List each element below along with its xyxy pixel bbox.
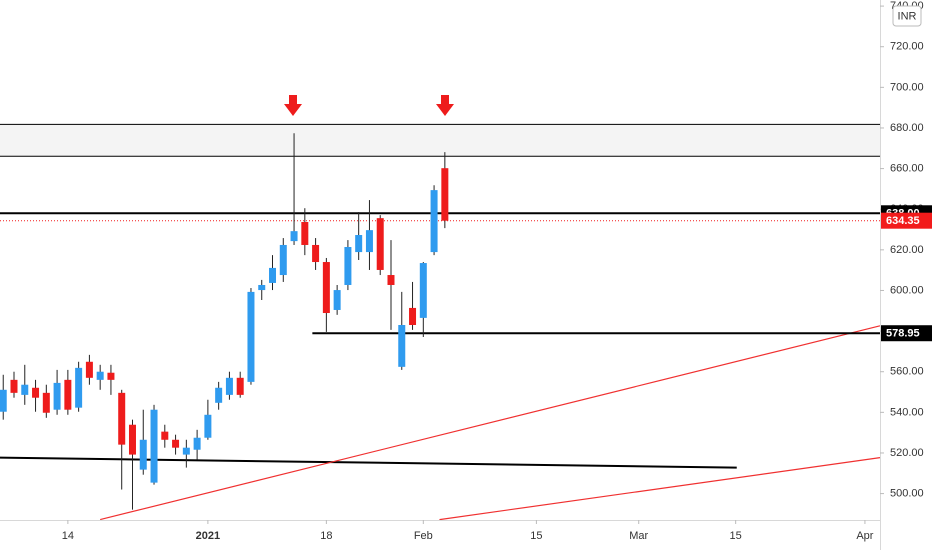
x-tick-label: 2021 [196,530,220,542]
x-tick-label: 15 [530,530,542,542]
y-tick-label: 620.00 [890,244,924,256]
level-label: 578.95 [886,328,920,340]
candle-body [376,218,384,270]
candle-body [172,439,180,448]
y-tick-label: 540.00 [890,406,924,418]
arrow-head [436,104,454,116]
trend-line [100,325,881,521]
candle-body [258,284,266,291]
candle-body [53,382,61,410]
candle-body [128,424,136,455]
level-label-box [881,325,932,342]
candle-body [269,267,277,283]
candle-body [75,367,83,408]
axes: 500.00520.00540.00560.00580.00600.00620.… [62,0,932,542]
currency-box [892,5,922,27]
candle-body [409,307,417,325]
level-label: 634.35 [886,215,920,227]
candle-body [387,275,395,285]
trend-line [439,457,881,521]
level-label-box [881,212,932,229]
candle-body [118,392,126,445]
candle-body [10,379,18,393]
zone [0,124,880,157]
candle-body [322,262,330,314]
candle-body [441,168,449,221]
candle-body [21,384,29,395]
x-tick-label: Feb [414,530,433,542]
x-tick-label: 15 [730,530,742,542]
candle-body [236,377,244,395]
candle-body [344,247,352,285]
candle-body [107,372,115,380]
y-tick-label: 500.00 [890,488,924,500]
x-tick-label: Mar [629,530,648,542]
candle-body [301,222,309,245]
arrow-stem [289,95,297,105]
candle-body [64,379,72,410]
y-tick-label: 520.00 [890,447,924,459]
trend-line [0,456,737,469]
candle-body [204,414,212,438]
candle-body [193,437,201,450]
x-tick-label: 18 [320,530,332,542]
candle-body [96,371,104,380]
x-tick-label: Apr [856,530,873,542]
y-tick-label: 600.00 [890,284,924,296]
candle-body [225,377,233,395]
candle-body [182,447,190,455]
candle-body [247,291,255,382]
y-tick-label: 700.00 [890,81,924,93]
arrow [436,95,454,116]
candle-body [215,387,223,403]
currency: INR [898,10,917,22]
y-tick-label: 560.00 [890,366,924,378]
arrow [284,95,302,116]
candle-body [312,244,320,263]
candle-body [32,387,40,398]
candle-body [0,389,7,412]
candle-body [355,235,363,253]
candle-body [85,361,93,378]
candle-body [290,231,298,242]
candle-body [430,190,438,253]
y-tick-label: 660.00 [890,163,924,175]
candle-body [419,263,427,318]
plot-area [0,123,881,521]
candle-body [365,230,373,253]
candle-body [139,439,147,470]
x-tick-label: 14 [62,530,74,542]
candle-body [333,290,341,310]
arrow-stem [441,95,449,105]
y-tick-label: 720.00 [890,41,924,53]
candle-body [42,392,50,413]
arrow-head [284,104,302,116]
candle-body [161,431,169,440]
candle-body [398,325,406,367]
y-tick-label: 680.00 [890,122,924,134]
candle-body [150,409,158,483]
candle-body [279,244,287,276]
